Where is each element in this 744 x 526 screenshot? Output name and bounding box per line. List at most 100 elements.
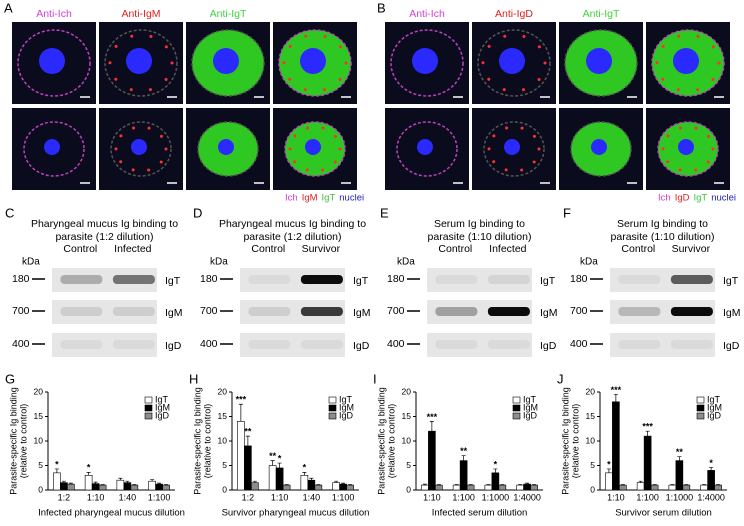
y-tick-label: 5 (222, 460, 227, 470)
nucleus (131, 139, 147, 155)
bar (619, 485, 626, 490)
x-tick-label: 1:100 (636, 492, 659, 502)
marker-label: 400 (200, 338, 218, 350)
bar (149, 481, 156, 490)
error-bar (271, 461, 275, 466)
channel-header: Anti-IgT (583, 8, 620, 20)
marker-label: 180 (570, 273, 588, 285)
y-tick-label: 0 (406, 484, 411, 494)
blot-unit: kDa (580, 257, 598, 268)
lane-label: Control (621, 243, 655, 255)
red-dot (677, 88, 680, 91)
micrograph (273, 22, 357, 104)
y-tick-label: 0 (38, 484, 43, 494)
red-dot (334, 160, 337, 163)
nucleus (126, 48, 152, 74)
red-dot (712, 45, 715, 48)
x-tick-label: 1:2 (242, 492, 255, 502)
red-dot (345, 62, 348, 65)
y-axis-label: Parasite-specific Ig binding (8, 387, 18, 495)
red-dot (492, 160, 495, 163)
red-dot (679, 168, 682, 171)
y-tick-label: 5 (38, 460, 43, 470)
legend-entry: Ich (285, 193, 298, 204)
legend-swatch (697, 397, 704, 403)
panel-letter: H (189, 371, 198, 386)
significance: ** (244, 426, 252, 436)
y-tick-label: 15 (34, 411, 44, 421)
red-dot (488, 147, 491, 150)
channel-header: Anti-Ich (36, 8, 72, 20)
blot-band (301, 340, 343, 349)
micrograph (472, 22, 556, 104)
red-dot (339, 45, 342, 48)
error-bar (87, 472, 91, 475)
error-bar (302, 472, 306, 475)
bar (308, 480, 315, 490)
red-dot (289, 45, 292, 48)
bar (315, 485, 322, 490)
band-label: IgT (723, 275, 739, 287)
legend-swatch (145, 397, 152, 403)
x-axis-label: Survivor pharyngeal mucus dilution (222, 508, 370, 519)
bar (53, 473, 60, 490)
nucleus (678, 139, 694, 155)
x-tick-label: 1:10 (87, 492, 105, 502)
significance: * (607, 459, 611, 469)
y-tick-label: 20 (402, 386, 412, 396)
marker-label: 700 (12, 305, 30, 317)
micrograph (12, 22, 96, 104)
red-dot (165, 78, 168, 81)
x-tick-label: 1:1000 (666, 492, 694, 502)
panel-letter: J (557, 371, 564, 386)
bar (517, 485, 524, 490)
bar (117, 480, 124, 490)
blot-band (60, 307, 102, 316)
significance: * (55, 459, 59, 469)
red-dot (147, 168, 150, 171)
y-axis-label: Parasite-specific Ig binding (192, 387, 202, 495)
legend-entry: nuclei (339, 193, 364, 204)
red-dot (707, 160, 710, 163)
significance: *** (427, 412, 438, 422)
bar (340, 484, 347, 490)
red-dot (505, 168, 508, 171)
y-axis-label: (relative to control) (570, 404, 580, 479)
blot-title: parasite (1:2 dilution) (243, 231, 341, 243)
y-tick-label: 10 (34, 435, 44, 445)
red-dot (505, 126, 508, 129)
band-label: IgT (540, 275, 556, 287)
red-dot (149, 88, 152, 91)
x-tick-label: 1:10 (271, 492, 289, 502)
lane-label: Control (251, 243, 285, 255)
red-dot (488, 45, 491, 48)
panel-letter: F (563, 205, 571, 220)
error-bar (677, 457, 681, 461)
error-bar (614, 394, 618, 401)
red-dot (160, 135, 163, 138)
red-dot (148, 127, 151, 130)
red-dot (544, 62, 547, 65)
blot-band (301, 307, 343, 316)
marker-label: 180 (12, 273, 30, 285)
micrograph (273, 108, 357, 190)
significance: ** (269, 451, 277, 461)
error-bar (246, 436, 250, 446)
x-tick-label: 1:100 (332, 492, 355, 502)
blot-band (618, 340, 660, 349)
bar (163, 485, 170, 490)
red-dot (677, 35, 680, 38)
marker-label: 180 (200, 273, 218, 285)
significance: * (494, 459, 498, 469)
red-dot (339, 78, 342, 81)
bar (85, 475, 92, 490)
error-bar (607, 469, 611, 473)
red-dot (662, 147, 665, 150)
red-dot (334, 135, 337, 138)
band-label: IgM (353, 307, 371, 319)
x-tick-label: 1:100 (148, 492, 171, 502)
significance: * (303, 463, 307, 473)
bar (637, 483, 644, 490)
nucleus (586, 48, 612, 74)
blot-band (488, 275, 530, 284)
